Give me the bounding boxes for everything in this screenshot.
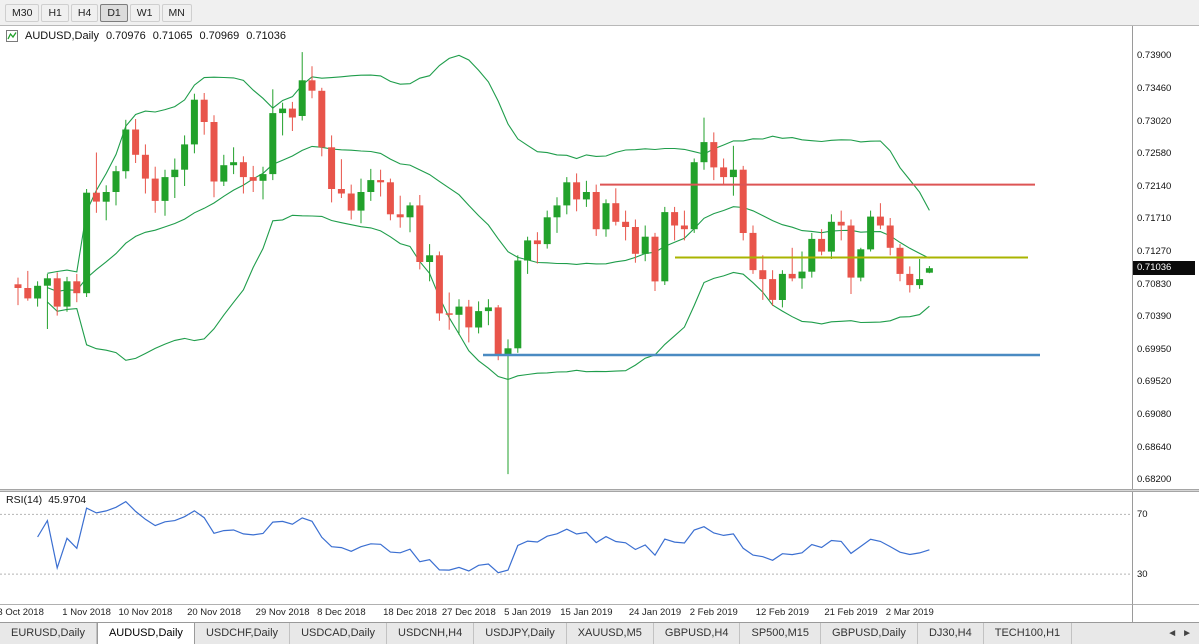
- date-axis-label: 23 Oct 2018: [0, 607, 44, 618]
- bollinger-middle-band: [47, 145, 930, 292]
- chart-tab-usdcnh-h4[interactable]: USDCNH,H4: [387, 623, 475, 644]
- date-axis-label: 10 Nov 2018: [118, 607, 173, 618]
- date-axis-label: 27 Dec 2018: [441, 607, 496, 618]
- chart-tab-bar: EURUSD,Daily AUDUSD,Daily USDCHF,Daily USDC…: [0, 622, 1199, 644]
- current-price-tag: 0.71036: [1133, 261, 1195, 276]
- chart-tab-usdjpy-daily[interactable]: USDJPY,Daily: [474, 623, 567, 644]
- chart-icon: [6, 30, 18, 42]
- chart-tab-usdcad-daily[interactable]: USDCAD,Daily: [290, 623, 388, 644]
- price-axis-label: 0.69950: [1137, 344, 1172, 356]
- chart-tab-gbpusd-h4[interactable]: GBPUSD,H4: [653, 623, 741, 644]
- price-axis-label: 0.72140: [1137, 181, 1172, 193]
- rsi-indicator-value: 45.9704: [48, 494, 87, 506]
- price-axis-label: 0.70390: [1137, 311, 1172, 323]
- price-axis-label: 0.68200: [1137, 474, 1172, 486]
- rsi-header: RSI(14) 45.9704: [6, 494, 86, 506]
- tab-scrollers: ◄ ►: [1160, 623, 1199, 644]
- axis-corner: [1132, 604, 1199, 622]
- date-axis-label: 21 Feb 2019: [824, 607, 878, 618]
- pane-separator[interactable]: [0, 489, 1199, 492]
- rsi-axis-label: 70: [1137, 509, 1148, 521]
- rsi-axis-label: 30: [1137, 569, 1148, 581]
- rsi-indicator-label: RSI(14): [6, 494, 43, 506]
- rsi-pane[interactable]: RSI(14) 45.9704: [0, 492, 1132, 604]
- timeframe-toolbar: M30 H1 H4 D1 W1 MN: [0, 0, 1199, 26]
- timeframe-button-d1[interactable]: D1: [100, 3, 128, 22]
- chart-tab-xauusd-m5[interactable]: XAUUSD,M5: [566, 623, 654, 644]
- price-axis[interactable]: 0.71036 0.73900 0.73460 0.73020 0.72580 0.72…: [1132, 26, 1199, 489]
- date-axis-label: 2 Feb 2019: [689, 607, 738, 618]
- chart-header: AUDUSD,Daily 0.70976 0.71065 0.70969 0.7…: [6, 30, 286, 42]
- date-axis[interactable]: 23 Oct 2018 1 Nov 2018 10 Nov 2018 20 Nov 2…: [0, 604, 1132, 622]
- chart-symbol-label: AUDUSD,Daily: [25, 30, 99, 42]
- main-chart-pane[interactable]: AUDUSD,Daily 0.70976 0.71065 0.70969 0.7…: [0, 26, 1132, 489]
- price-axis-label: 0.73900: [1137, 50, 1172, 62]
- price-axis-label: 0.72580: [1137, 148, 1172, 160]
- date-axis-label: 18 Dec 2018: [383, 607, 437, 618]
- date-axis-label: 29 Nov 2018: [255, 607, 310, 618]
- date-axis-label: 12 Feb 2019: [755, 607, 810, 618]
- ohlc-open: 0.70976: [105, 30, 146, 42]
- date-axis-label: 8 Dec 2018: [317, 607, 366, 618]
- ohlc-close: 0.71036: [246, 30, 287, 42]
- date-axis-label: 5 Jan 2019: [504, 607, 552, 618]
- date-axis-label: 20 Nov 2018: [187, 607, 241, 618]
- price-axis-label: 0.69520: [1137, 376, 1172, 388]
- bollinger-lower-band: [47, 214, 930, 380]
- timeframe-button-mn[interactable]: MN: [161, 3, 192, 22]
- timeframe-button-h1[interactable]: H1: [41, 3, 69, 22]
- timeframe-button-w1[interactable]: W1: [129, 3, 160, 22]
- date-axis-label: 15 Jan 2019: [560, 607, 613, 618]
- price-axis-label: 0.71270: [1137, 245, 1172, 257]
- chart-tab-tech100-h1[interactable]: TECH100,H1: [983, 623, 1073, 644]
- chart-tab-usdchf-daily[interactable]: USDCHF,Daily: [194, 623, 291, 644]
- main-chart-row: AUDUSD,Daily 0.70976 0.71065 0.70969 0.7…: [0, 26, 1199, 489]
- chart-tab-eurusd-daily[interactable]: EURUSD,Daily: [0, 623, 97, 644]
- date-axis-label: 24 Jan 2019: [628, 607, 682, 618]
- rsi-row: RSI(14) 45.9704 70 30: [0, 492, 1199, 604]
- date-axis-label: 1 Nov 2018: [62, 607, 111, 618]
- chart-tab-gbpusd-daily[interactable]: GBPUSD,Daily: [820, 623, 918, 644]
- price-axis-label: 0.68640: [1137, 441, 1172, 453]
- tab-scroll-right-icon[interactable]: ►: [1182, 628, 1192, 639]
- price-axis-label: 0.70830: [1137, 278, 1172, 290]
- chart-tab-dj30-h4[interactable]: DJ30,H4: [917, 623, 984, 644]
- price-axis-label: 0.73020: [1137, 115, 1172, 127]
- tab-scroll-left-icon[interactable]: ◄: [1167, 628, 1178, 639]
- chart-tab-sp500-m15[interactable]: SP500,M15: [740, 623, 821, 644]
- price-axis-label: 0.69080: [1137, 408, 1172, 420]
- bollinger-upper-band: [47, 54, 930, 274]
- rsi-axis[interactable]: 70 30: [1132, 492, 1199, 604]
- ohlc-low: 0.70969: [199, 30, 240, 42]
- ohlc-high: 0.71065: [152, 30, 193, 42]
- price-chart-canvas[interactable]: [0, 26, 1132, 489]
- timeframe-button-m30[interactable]: M30: [5, 3, 40, 22]
- date-axis-row: 23 Oct 2018 1 Nov 2018 10 Nov 2018 20 Nov 2…: [0, 604, 1199, 622]
- price-axis-label: 0.73460: [1137, 82, 1172, 94]
- rsi-line: [37, 500, 930, 574]
- date-axis-label: 2 Mar 2019: [885, 607, 934, 618]
- price-axis-label: 0.71710: [1137, 213, 1172, 225]
- chart-tab-audusd-daily[interactable]: AUDUSD,Daily: [96, 623, 195, 644]
- timeframe-button-h4[interactable]: H4: [70, 3, 99, 22]
- rsi-chart-canvas[interactable]: [0, 492, 1132, 604]
